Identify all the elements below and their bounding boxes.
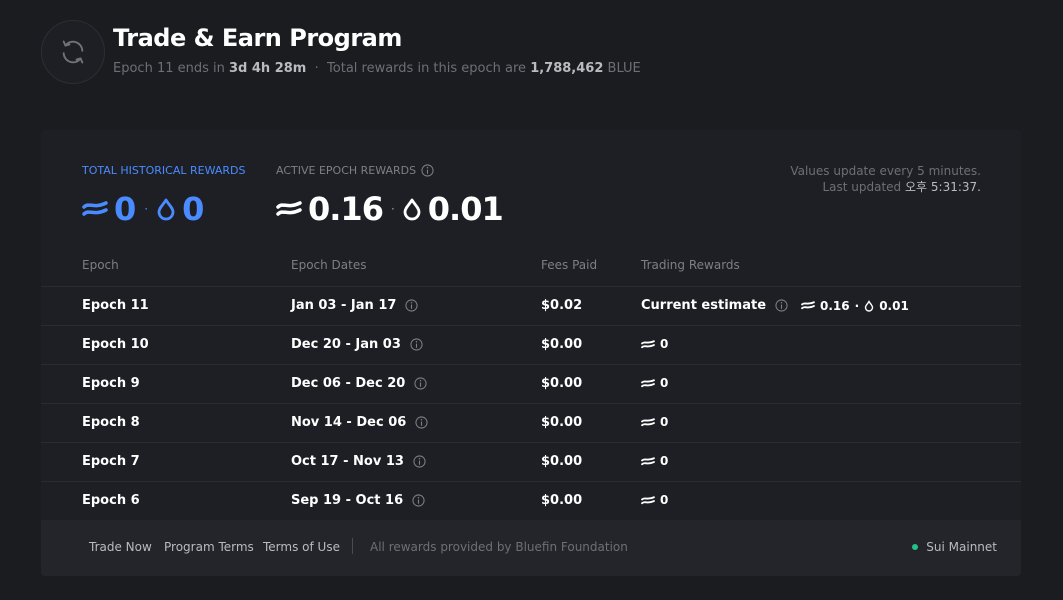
footer: Trade Now Program Terms Terms of Use All… bbox=[41, 520, 1021, 576]
dates-cell: Jan 03 - Jan 17 bbox=[291, 298, 419, 313]
epoch-cell: Epoch 7 bbox=[82, 454, 140, 469]
bluefin-icon bbox=[641, 417, 655, 426]
rewards-cell: 0 bbox=[641, 337, 668, 351]
table-row: Epoch 8 Nov 14 - Dec 06 $0.00 0 bbox=[41, 403, 1021, 442]
epoch-cell: Epoch 10 bbox=[82, 337, 149, 352]
refresh-icon bbox=[62, 40, 84, 64]
info-icon[interactable] bbox=[415, 416, 428, 429]
info-icon[interactable] bbox=[413, 455, 426, 468]
column-header-fees: Fees Paid bbox=[541, 258, 598, 272]
table-row: Epoch 7 Oct 17 - Nov 13 $0.00 0 bbox=[41, 442, 1021, 481]
rewards-cell: Current estimate 0.16 · 0.01 bbox=[641, 298, 909, 313]
sui-icon bbox=[403, 198, 421, 221]
info-icon[interactable] bbox=[775, 299, 788, 312]
fees-cell: $0.00 bbox=[541, 493, 583, 508]
active-rewards-value: 0.16 · 0.01 bbox=[276, 190, 504, 228]
sui-icon bbox=[157, 198, 175, 221]
epoch-cell: Epoch 8 bbox=[82, 415, 140, 430]
dates-cell: Sep 19 - Oct 16 bbox=[291, 493, 425, 508]
sui-icon bbox=[864, 299, 874, 312]
page-title: Trade & Earn Program bbox=[113, 24, 402, 52]
time-left: 3d 4h 28m bbox=[229, 61, 307, 76]
fees-cell: $0.02 bbox=[541, 298, 583, 313]
total-rewards: 1,788,462 bbox=[530, 61, 604, 76]
info-icon[interactable] bbox=[414, 377, 427, 390]
status-dot-icon bbox=[912, 544, 919, 550]
dates-cell: Dec 20 - Jan 03 bbox=[291, 337, 423, 352]
network-name: Sui Mainnet bbox=[926, 540, 997, 554]
epoch-table: Epoch 11 Jan 03 - Jan 17 $0.02 Current e… bbox=[41, 286, 1021, 520]
bluefin-icon bbox=[82, 201, 108, 216]
epoch-subtitle: Epoch 11 ends in 3d 4h 28m · Total rewar… bbox=[113, 61, 641, 76]
epoch-cell: Epoch 9 bbox=[82, 376, 140, 391]
current-estimate-label: Current estimate bbox=[641, 298, 767, 313]
historical-rewards-value: 0 · 0 bbox=[82, 190, 204, 228]
table-row: Epoch 6 Sep 19 - Oct 16 $0.00 0 bbox=[41, 481, 1021, 520]
fees-cell: $0.00 bbox=[541, 454, 583, 469]
info-icon[interactable] bbox=[421, 164, 434, 177]
refresh-button[interactable] bbox=[41, 20, 105, 84]
bluefin-icon bbox=[641, 495, 655, 504]
epoch-cell: Epoch 6 bbox=[82, 493, 140, 508]
program-terms-link[interactable]: Program Terms bbox=[164, 540, 254, 554]
rewards-cell: 0 bbox=[641, 493, 668, 507]
token-symbol: BLUE bbox=[607, 61, 641, 76]
info-icon[interactable] bbox=[405, 299, 419, 312]
dates-cell: Oct 17 - Nov 13 bbox=[291, 454, 426, 469]
last-updated-time: 오후 5:31:37. bbox=[905, 180, 981, 194]
active-rewards-label: ACTIVE EPOCH REWARDS bbox=[276, 164, 434, 177]
dates-cell: Nov 14 - Dec 06 bbox=[291, 415, 428, 430]
info-icon[interactable] bbox=[410, 338, 423, 351]
fees-cell: $0.00 bbox=[541, 415, 583, 430]
table-row: Epoch 9 Dec 06 - Dec 20 $0.00 0 bbox=[41, 364, 1021, 403]
table-row: Epoch 11 Jan 03 - Jan 17 $0.02 Current e… bbox=[41, 286, 1021, 325]
column-header-epoch: Epoch bbox=[82, 258, 119, 272]
historical-rewards-label: TOTAL HISTORICAL REWARDS bbox=[82, 164, 246, 177]
bluefin-icon bbox=[641, 456, 655, 465]
rewards-cell: 0 bbox=[641, 376, 668, 390]
provided-by-text: All rewards provided by Bluefin Foundati… bbox=[370, 540, 628, 554]
rewards-cell: 0 bbox=[641, 454, 668, 468]
dates-cell: Dec 06 - Dec 20 bbox=[291, 376, 427, 391]
fees-cell: $0.00 bbox=[541, 337, 583, 352]
rewards-cell: 0 bbox=[641, 415, 668, 429]
bluefin-icon bbox=[641, 339, 655, 348]
bluefin-icon bbox=[276, 201, 302, 216]
update-note: Values update every 5 minutes. Last upda… bbox=[790, 164, 981, 194]
network-status: Sui Mainnet bbox=[912, 540, 997, 554]
column-header-rewards: Trading Rewards bbox=[641, 258, 740, 272]
footer-divider bbox=[352, 538, 353, 554]
column-header-dates: Epoch Dates bbox=[291, 258, 367, 272]
info-icon[interactable] bbox=[412, 494, 425, 507]
bluefin-icon bbox=[801, 301, 815, 310]
bluefin-icon bbox=[641, 378, 655, 387]
rewards-card: TOTAL HISTORICAL REWARDS 0 · 0 ACTIVE EP… bbox=[41, 130, 1021, 576]
table-row: Epoch 10 Dec 20 - Jan 03 $0.00 0 bbox=[41, 325, 1021, 364]
terms-of-use-link[interactable]: Terms of Use bbox=[263, 540, 340, 554]
table-header: Epoch Epoch Dates Fees Paid Trading Rewa… bbox=[41, 258, 1021, 286]
trade-now-link[interactable]: Trade Now bbox=[89, 540, 152, 554]
fees-cell: $0.00 bbox=[541, 376, 583, 391]
epoch-cell: Epoch 11 bbox=[82, 298, 149, 313]
